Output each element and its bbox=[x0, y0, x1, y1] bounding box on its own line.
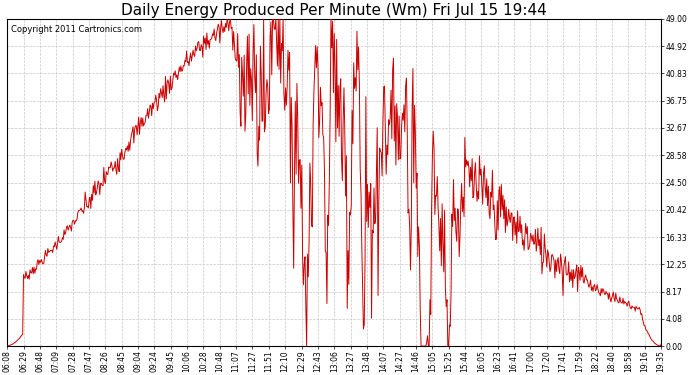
Text: Copyright 2011 Cartronics.com: Copyright 2011 Cartronics.com bbox=[10, 26, 141, 34]
Title: Daily Energy Produced Per Minute (Wm) Fri Jul 15 19:44: Daily Energy Produced Per Minute (Wm) Fr… bbox=[121, 3, 547, 18]
